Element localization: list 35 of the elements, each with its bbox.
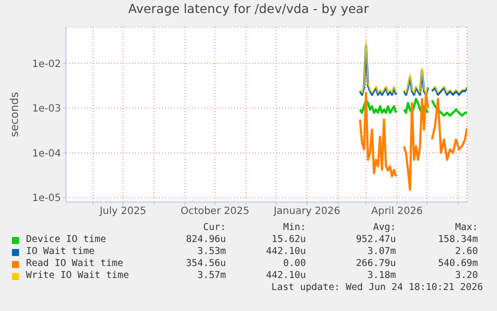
- text: 354.56u: [184, 258, 226, 270]
- text: 0.00: [282, 258, 306, 270]
- text: 540.69m: [436, 258, 478, 270]
- legend-label: IO Wait time: [26, 246, 95, 258]
- text: 3.20: [454, 270, 478, 282]
- text: 3.18m: [366, 270, 396, 282]
- x-tick-label: October 2025: [180, 206, 250, 218]
- text: 442.10u: [264, 270, 306, 282]
- y-tick-label: 1e-04: [32, 148, 61, 160]
- text: 2.60: [454, 246, 478, 258]
- text: Min:: [282, 222, 306, 234]
- text: 15.62u: [270, 234, 306, 246]
- x-tick-label: July 2025: [98, 206, 146, 218]
- text: Cur:: [202, 222, 226, 234]
- text: Last update: Wed Jun 24 18:10:21 2026: [270, 282, 483, 294]
- y-tick-label: 1e-05: [32, 193, 61, 204]
- text: Max:: [454, 222, 478, 234]
- legend-label: Device IO time: [26, 234, 106, 246]
- legend-label: Read IO Wait time: [26, 258, 124, 270]
- y-tick-label: 1e-03: [32, 104, 61, 115]
- text: Avg:: [372, 222, 396, 234]
- text: 3.07m: [366, 246, 396, 258]
- text: 3.53m: [196, 246, 226, 258]
- text: 824.96u: [184, 234, 226, 246]
- chart-title: Average latency for /dev/vda - by year: [127, 1, 370, 16]
- legend-label: Write IO Wait time: [26, 270, 129, 282]
- text: 952.47u: [354, 234, 396, 246]
- x-tick-label: April 2026: [371, 206, 423, 218]
- y-axis-title: seconds: [8, 92, 21, 137]
- text: 266.79u: [354, 258, 396, 270]
- text: 158.34m: [436, 234, 478, 246]
- x-tick-label: January 2026: [272, 206, 340, 218]
- text: 442.10u: [264, 246, 306, 258]
- text: 3.57m: [196, 270, 226, 282]
- y-tick-label: 1e-02: [32, 58, 61, 70]
